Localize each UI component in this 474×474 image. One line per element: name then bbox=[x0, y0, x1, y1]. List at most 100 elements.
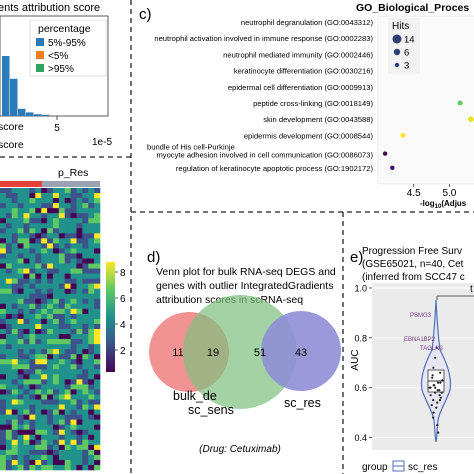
heatmap-cell bbox=[76, 424, 83, 431]
heatmap-cell bbox=[29, 233, 36, 239]
heatmap-cell bbox=[5, 278, 13, 284]
heatmap-cell bbox=[0, 399, 7, 405]
heatmap-cell bbox=[88, 464, 95, 471]
heatmap-cell bbox=[35, 303, 42, 310]
heatmap-cell bbox=[64, 444, 71, 451]
heatmap-cell bbox=[94, 208, 101, 214]
heatmap-cell bbox=[82, 359, 89, 365]
heatmap-cell bbox=[94, 193, 101, 199]
panel-c-legend: 14 6 3 bbox=[392, 34, 415, 72]
heatmap-cell bbox=[88, 208, 95, 214]
heatmap-cell bbox=[64, 374, 71, 380]
heatmap-cell bbox=[52, 283, 60, 290]
heatmap-cell bbox=[11, 278, 18, 284]
panel-heatmap: p_Res 8 6 4 2 bbox=[0, 167, 126, 471]
heatmap-cell bbox=[0, 298, 7, 305]
heatmap-cell bbox=[52, 409, 60, 415]
panel-e-title-2: (GSE65021, n=40, Cet bbox=[362, 259, 464, 270]
heatmap-cell bbox=[23, 278, 30, 284]
heatmap-cell bbox=[58, 258, 65, 264]
heatmap-cell bbox=[88, 223, 95, 229]
panel-e-y-label: AUC bbox=[350, 349, 361, 370]
heatmap-cell bbox=[17, 308, 24, 315]
heatmap-cell bbox=[64, 273, 71, 279]
heatmap-cell bbox=[41, 288, 48, 295]
heatmap-cell bbox=[5, 248, 13, 254]
heatmap-cell bbox=[58, 238, 65, 244]
heatmap-cell bbox=[64, 384, 71, 390]
heatmap-cell bbox=[35, 223, 42, 229]
heatmap-cell bbox=[76, 223, 83, 229]
heatmap-cell bbox=[17, 263, 24, 269]
heatmap-cell bbox=[11, 374, 18, 380]
heatmap-cell bbox=[23, 439, 30, 446]
heatmap-cell bbox=[35, 258, 42, 264]
heatmap-cell bbox=[41, 459, 48, 466]
heatmap-cell bbox=[35, 243, 42, 249]
heatmap-cell bbox=[35, 288, 42, 295]
heatmap-cell bbox=[70, 253, 77, 259]
heatmap-cell bbox=[70, 409, 77, 415]
panel-e-plot-frame bbox=[372, 283, 474, 450]
auc-point bbox=[441, 379, 444, 382]
heatmap-cell bbox=[41, 218, 48, 224]
heatmap-cell bbox=[11, 399, 18, 405]
heatmap-cell bbox=[64, 263, 71, 269]
heatmap-cell bbox=[47, 409, 54, 415]
heatmap-cell bbox=[76, 248, 83, 254]
heatmap-colorbar bbox=[106, 262, 115, 372]
heatmap-cell bbox=[76, 288, 83, 295]
heatmap-cell bbox=[64, 303, 71, 310]
heatmap-cell bbox=[47, 263, 54, 269]
heatmap-cell bbox=[47, 203, 54, 209]
hits-legend-label: 14 bbox=[404, 35, 415, 46]
heatmap-cell bbox=[64, 243, 71, 249]
heatmap-cell bbox=[17, 208, 24, 214]
heatmap-cell bbox=[76, 374, 83, 380]
heatmap-cell bbox=[64, 288, 71, 295]
heatmap-cell bbox=[29, 329, 36, 335]
heatmap-cell bbox=[47, 369, 54, 375]
heatmap-cell bbox=[29, 464, 36, 471]
heatmap-cell bbox=[82, 394, 89, 400]
heatmap-cell bbox=[94, 419, 101, 425]
heatmap-cell bbox=[88, 213, 95, 219]
heatmap-cell bbox=[29, 228, 36, 234]
heatmap-cell bbox=[47, 303, 54, 310]
heatmap-cell bbox=[29, 203, 36, 209]
heatmap-cell bbox=[17, 354, 24, 360]
panel-c-title: GO_Biological_Proces bbox=[356, 2, 469, 14]
heatmap-cell bbox=[41, 364, 48, 370]
heatmap-cell bbox=[5, 384, 13, 390]
heatmap-cell bbox=[35, 424, 42, 431]
legend-label: <5% bbox=[48, 51, 68, 62]
heatmap-cell bbox=[11, 434, 18, 441]
heatmap-cell bbox=[0, 303, 7, 310]
heatmap-cell bbox=[76, 419, 83, 425]
heatmap-cell bbox=[17, 334, 24, 340]
heatmap-cell bbox=[64, 379, 71, 385]
heatmap-cell bbox=[70, 298, 77, 305]
auc-point bbox=[434, 391, 437, 394]
heatmap-cell bbox=[23, 303, 30, 310]
heatmap-cell bbox=[11, 208, 18, 214]
heatmap-cell bbox=[5, 318, 13, 325]
hits-legend-label: 3 bbox=[404, 61, 409, 72]
go-term-label: regulation of keratinocyte apoptotic pro… bbox=[176, 164, 374, 173]
heatmap-cell bbox=[11, 238, 18, 244]
heatmap-cell bbox=[58, 449, 65, 456]
y-tick-label: 1.0 bbox=[354, 283, 367, 293]
heatmap-cell bbox=[52, 339, 60, 345]
heatmap-cell bbox=[41, 268, 48, 274]
auc-point bbox=[431, 374, 434, 377]
heatmap-cell bbox=[64, 389, 71, 395]
heatmap-cell bbox=[52, 208, 60, 214]
heatmap-cell bbox=[58, 344, 65, 350]
panel-d-drug-note: (Drug: Cetuximab) bbox=[199, 444, 281, 455]
heatmap-cell bbox=[70, 203, 77, 209]
heatmap-cell bbox=[0, 434, 7, 441]
heatmap-cell bbox=[64, 454, 71, 461]
heatmap-cell bbox=[47, 208, 54, 214]
heatmap-cell bbox=[0, 263, 7, 269]
heatmap-cell bbox=[64, 228, 71, 234]
